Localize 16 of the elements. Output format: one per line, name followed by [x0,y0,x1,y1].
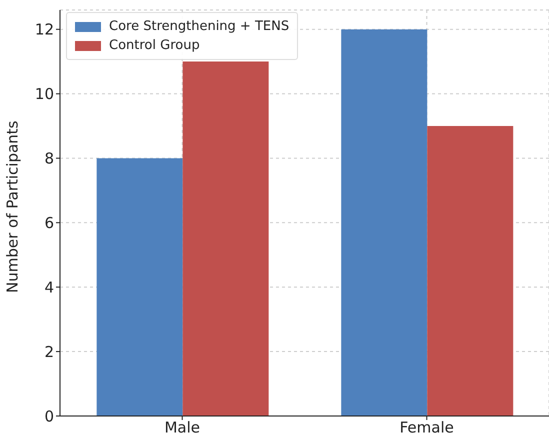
x-tick-label: Female [400,418,454,437]
legend-label: Core Strengthening + TENS [109,18,290,36]
y-tick-label: 10 [34,85,54,104]
legend-label: Control Group [109,37,200,55]
y-tick-label: 6 [44,214,54,232]
y-axis-title: Number of Participants [3,120,22,293]
y-tick-label: 2 [44,342,54,361]
bar [341,29,428,416]
y-tick-label: 4 [44,278,54,296]
y-tick-label: 8 [44,150,54,168]
bar [96,158,183,416]
bar [427,126,514,416]
x-tick-label: Male [164,418,200,437]
bar [182,62,269,416]
y-tick-label: 0 [44,407,54,426]
y-tick-label: 12 [34,20,54,39]
